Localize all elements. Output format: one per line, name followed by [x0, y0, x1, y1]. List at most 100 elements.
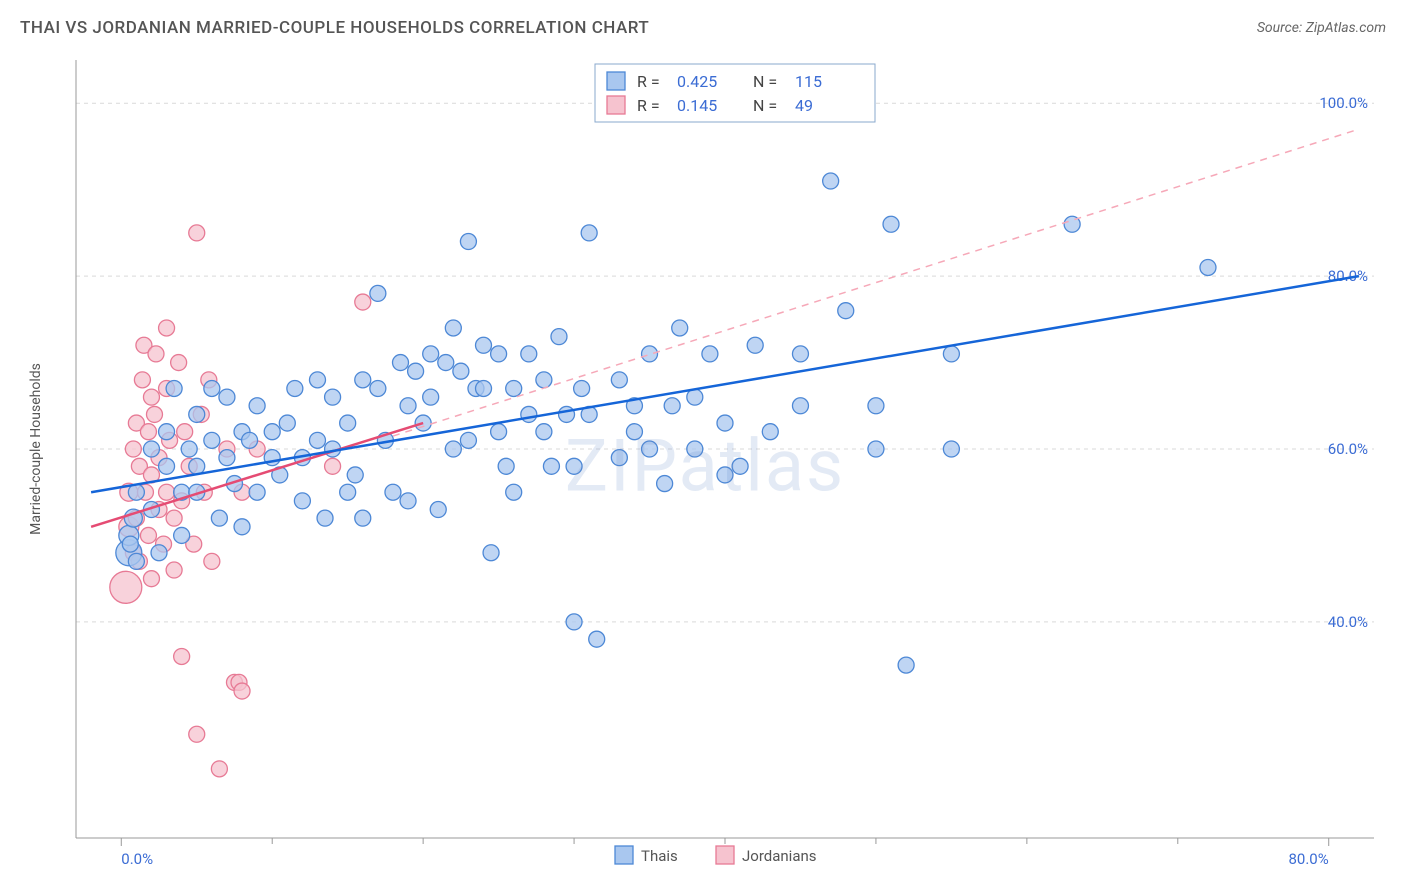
data-point	[171, 355, 187, 371]
data-point	[506, 484, 522, 500]
stats-r-label-2: R =	[637, 96, 660, 115]
x-tick-label: 0.0%	[121, 850, 153, 868]
data-point	[453, 363, 469, 379]
data-point	[702, 346, 718, 362]
bottom-legend-label: Thais	[641, 847, 678, 865]
data-point	[460, 234, 476, 250]
data-point	[611, 372, 627, 388]
data-point	[626, 424, 642, 440]
data-point	[159, 320, 175, 336]
data-point	[943, 346, 959, 362]
data-point	[177, 424, 193, 440]
data-point	[325, 389, 341, 405]
data-point	[823, 173, 839, 189]
data-point	[264, 424, 280, 440]
data-point	[204, 380, 220, 396]
data-point	[732, 458, 748, 474]
source-prefix: Source:	[1257, 20, 1306, 36]
data-point	[611, 450, 627, 466]
legend-swatch-blue	[607, 72, 625, 90]
data-point	[543, 458, 559, 474]
data-point	[340, 415, 356, 431]
data-point	[581, 225, 597, 241]
data-point	[491, 424, 507, 440]
stats-r-label: R =	[637, 72, 660, 91]
data-point	[249, 398, 265, 414]
data-point	[574, 380, 590, 396]
data-point	[370, 285, 386, 301]
data-point	[460, 432, 476, 448]
data-point	[868, 398, 884, 414]
y-tick-label: 40.0%	[1328, 613, 1368, 631]
data-point	[838, 303, 854, 319]
data-point	[242, 432, 258, 448]
data-point	[128, 553, 144, 569]
chart-title: THAI VS JORDANIAN MARRIED-COUPLE HOUSEHO…	[20, 18, 649, 38]
stats-r-value-1: 0.425	[677, 72, 717, 91]
data-point	[370, 380, 386, 396]
data-point	[551, 329, 567, 345]
stats-n-label: N =	[753, 72, 777, 91]
data-point	[159, 484, 175, 500]
data-point	[521, 346, 537, 362]
data-point	[566, 614, 582, 630]
data-point	[189, 726, 205, 742]
data-point	[148, 346, 164, 362]
data-point	[159, 458, 175, 474]
data-point	[143, 389, 159, 405]
data-point	[883, 216, 899, 232]
data-point	[355, 294, 371, 310]
data-point	[140, 527, 156, 543]
data-point	[566, 458, 582, 474]
data-point	[1200, 259, 1216, 275]
data-point	[868, 441, 884, 457]
data-point	[211, 510, 227, 526]
data-point	[642, 346, 658, 362]
data-point	[943, 441, 959, 457]
data-point	[325, 458, 341, 474]
data-point	[491, 346, 507, 362]
data-point	[393, 355, 409, 371]
data-point	[189, 458, 205, 474]
stats-n-value-1: 115	[795, 72, 822, 91]
data-point	[792, 346, 808, 362]
source-value: ZipAtlas.com	[1306, 20, 1386, 36]
data-point	[234, 683, 250, 699]
y-tick-label: 100.0%	[1319, 94, 1368, 112]
data-point	[249, 484, 265, 500]
data-point	[166, 380, 182, 396]
data-point	[143, 571, 159, 587]
legend-swatch-pink	[607, 96, 625, 114]
data-point	[151, 545, 167, 561]
data-point	[445, 320, 461, 336]
data-point	[657, 476, 673, 492]
data-point	[717, 415, 733, 431]
bottom-legend-swatch	[716, 846, 734, 864]
data-point	[189, 225, 205, 241]
data-point	[340, 484, 356, 500]
data-point	[309, 432, 325, 448]
data-point	[498, 458, 514, 474]
data-point	[476, 337, 492, 353]
data-point	[521, 406, 537, 422]
data-point	[204, 553, 220, 569]
data-point	[445, 441, 461, 457]
data-point	[166, 562, 182, 578]
data-point	[423, 346, 439, 362]
data-point	[234, 519, 250, 535]
data-point	[125, 441, 141, 457]
data-point	[309, 372, 325, 388]
data-point	[347, 467, 363, 483]
stats-r-value-2: 0.145	[677, 96, 717, 115]
y-tick-label: 60.0%	[1328, 440, 1368, 458]
data-point	[762, 424, 778, 440]
data-point	[400, 493, 416, 509]
data-point	[317, 510, 333, 526]
data-point	[642, 441, 658, 457]
stats-n-label-2: N =	[753, 96, 777, 115]
data-point	[204, 432, 220, 448]
data-point	[898, 657, 914, 673]
data-point	[559, 406, 575, 422]
data-point	[355, 372, 371, 388]
data-point	[476, 380, 492, 396]
